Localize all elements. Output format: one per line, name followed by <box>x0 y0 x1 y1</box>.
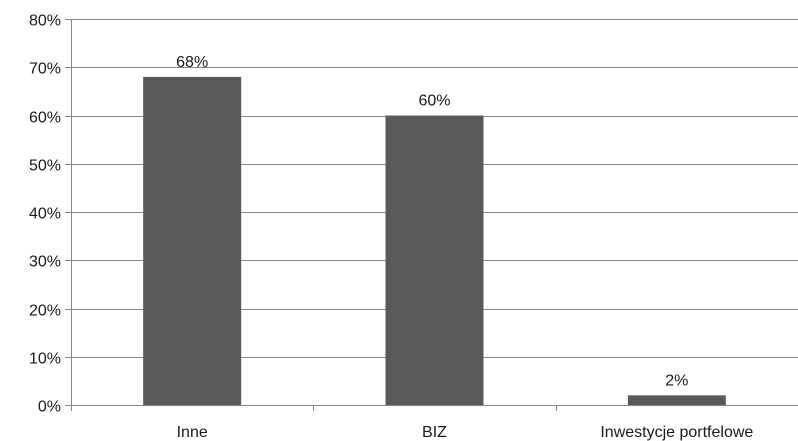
bars <box>143 76 726 406</box>
y-tick-label: 40% <box>29 206 61 223</box>
y-tick-label: 60% <box>29 110 61 127</box>
y-tick-label: 70% <box>29 61 61 78</box>
y-tick-label: 20% <box>29 303 61 320</box>
bar-inne <box>143 76 242 406</box>
data-label: 68% <box>176 54 208 71</box>
y-tick-label: 30% <box>29 254 61 271</box>
x-tick-label: Inwestycje portfelowe <box>600 424 753 441</box>
x-tick-label: Inne <box>177 424 208 441</box>
y-tick-label: 10% <box>29 351 61 368</box>
bar-inwestycje-portfelowe <box>627 395 726 405</box>
x-axis: Inne BIZ Inwestycje portfelowe <box>71 19 798 441</box>
y-tick-label: 0% <box>38 399 61 416</box>
y-tick-label: 50% <box>29 158 61 175</box>
data-label: 60% <box>418 93 450 110</box>
data-label: 2% <box>665 372 688 389</box>
bar-biz <box>385 115 484 405</box>
y-axis-tick-labels: 0% 10% 20% 30% 40% 50% 60% 70% 80% <box>29 13 71 416</box>
data-labels: 68% 60% 2% <box>176 54 688 389</box>
y-tick-label: 80% <box>29 13 61 30</box>
x-tick-label: BIZ <box>422 424 447 441</box>
